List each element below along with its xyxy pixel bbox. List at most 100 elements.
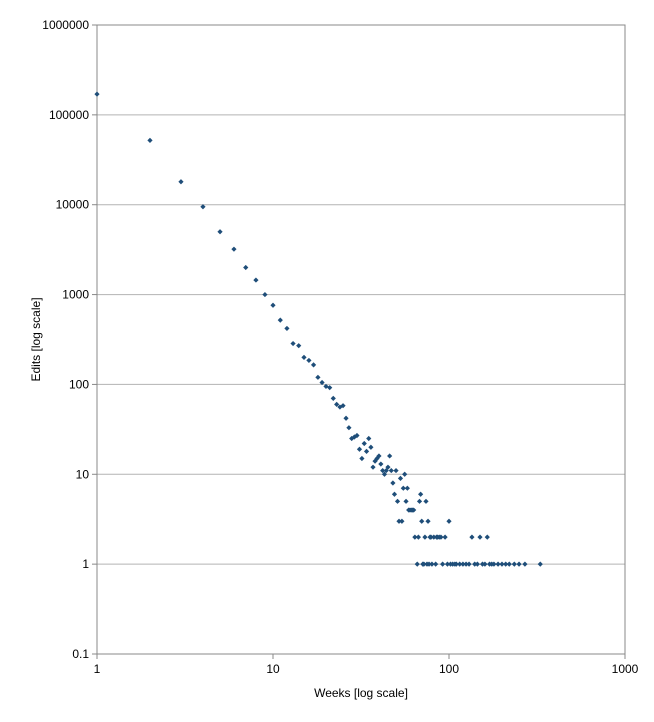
data-point: [412, 534, 418, 540]
data-point: [402, 471, 408, 477]
data-point: [327, 385, 333, 391]
data-point: [334, 401, 340, 407]
data-point: [421, 561, 427, 567]
data-point: [428, 534, 434, 540]
data-point: [243, 264, 249, 271]
data-point: [217, 229, 223, 235]
data-point: [482, 561, 488, 567]
data-point: [296, 343, 302, 349]
data-point: [418, 491, 424, 497]
data-point: [262, 291, 268, 298]
data-point: [474, 561, 481, 567]
data-point: [200, 204, 206, 210]
y-tick-label: 100: [69, 377, 89, 391]
data-point: [403, 498, 409, 504]
data-point: [484, 534, 490, 540]
data-point: [457, 561, 463, 567]
data-point: [147, 137, 153, 143]
data-point: [396, 518, 402, 524]
data-point: [393, 467, 399, 474]
data-point: [270, 302, 276, 308]
data-point: [323, 383, 329, 390]
data-point: [374, 455, 380, 462]
data-point: [460, 561, 466, 567]
tick-layer: 0.1 1 10 100 1000 10000 100000 1000000 1 10 100 100…: [42, 18, 638, 676]
data-point: [94, 91, 100, 97]
data-point: [387, 453, 393, 459]
data-point: [310, 362, 317, 368]
data-point: [499, 561, 505, 567]
data-point: [438, 534, 444, 540]
data-point: [426, 561, 432, 567]
data-point: [506, 561, 512, 567]
data-point: [537, 561, 543, 567]
data-points: [94, 91, 543, 567]
data-point: [404, 485, 410, 491]
data-point: [503, 561, 509, 567]
data-point: [491, 561, 497, 567]
data-point: [356, 446, 363, 452]
data-point: [363, 448, 370, 454]
x-axis-title: Weeks [log scale]: [314, 686, 408, 700]
data-point: [277, 317, 283, 323]
data-point: [416, 498, 423, 504]
data-point: [319, 379, 325, 386]
data-point: [495, 561, 501, 567]
x-tick-label: 100: [439, 662, 459, 676]
data-point: [442, 534, 448, 540]
data-point: [253, 277, 259, 283]
data-point: [394, 498, 401, 504]
data-point: [380, 467, 386, 474]
data-point: [477, 534, 483, 540]
data-point: [343, 415, 349, 421]
data-point: [351, 434, 357, 440]
data-point: [433, 561, 439, 567]
data-point: [425, 518, 431, 524]
y-axis-title: Edits [log scale]: [29, 297, 43, 381]
data-point: [368, 444, 374, 450]
data-point: [330, 395, 336, 401]
data-point: [315, 374, 321, 380]
data-point: [370, 464, 376, 470]
data-point: [346, 425, 352, 431]
data-point: [522, 561, 528, 567]
data-point: [440, 561, 446, 567]
data-point: [290, 340, 296, 347]
data-point: [431, 534, 437, 540]
data-point: [400, 485, 406, 491]
data-point: [419, 518, 425, 524]
data-point: [366, 435, 372, 442]
data-point: [359, 455, 365, 462]
grid-layer: [97, 24, 625, 655]
data-point: [422, 534, 428, 540]
data-point: [306, 357, 312, 364]
data-point: [453, 561, 459, 567]
data-point: [472, 561, 478, 567]
data-point: [372, 458, 378, 464]
y-tick-label: 1000: [62, 288, 89, 302]
y-tick-label: 1000000: [42, 18, 89, 32]
data-point: [469, 534, 475, 540]
data-point: [423, 498, 429, 504]
data-point: [301, 354, 307, 360]
data-point: [466, 561, 472, 567]
y-tick-label: 10000: [56, 198, 90, 212]
data-point: [391, 491, 398, 497]
x-tick-label: 1000: [612, 662, 639, 676]
data-point: [463, 561, 469, 567]
data-point: [340, 403, 346, 409]
data-point: [429, 561, 435, 567]
x-tick-label: 10: [266, 662, 280, 676]
y-tick-label: 100000: [49, 108, 89, 122]
data-point: [381, 471, 388, 477]
plot-area-frame: [96, 24, 626, 655]
y-tick-label: 10: [76, 467, 90, 481]
data-point: [354, 432, 360, 439]
data-point: [399, 518, 405, 524]
data-point: [231, 246, 237, 252]
data-point: [388, 467, 394, 474]
data-point: [414, 561, 420, 567]
data-point: [516, 561, 522, 567]
